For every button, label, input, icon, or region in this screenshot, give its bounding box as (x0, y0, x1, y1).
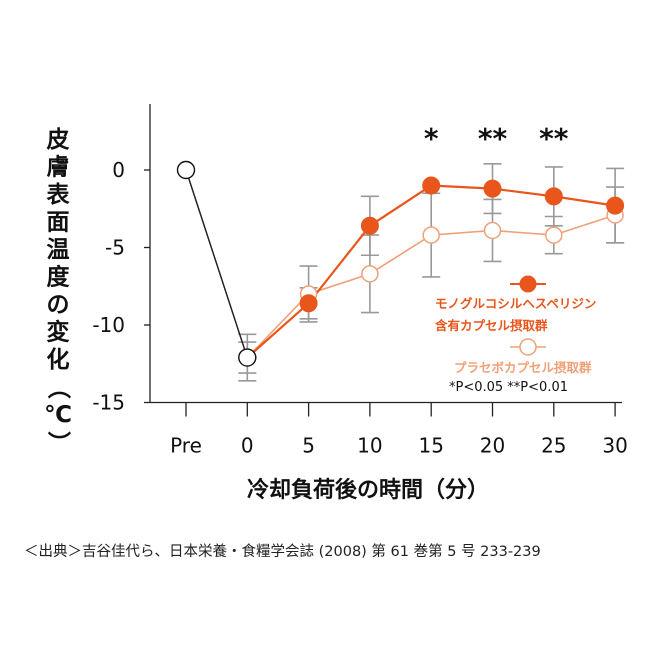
legend-marker-placebo (519, 338, 537, 356)
y-axis-title-char: 面 (47, 210, 70, 236)
legend-label-placebo: プラセボカプセル摂取群 (454, 360, 592, 375)
y-axis-title-char: ） (45, 431, 72, 454)
significance-star: ** (478, 122, 508, 155)
y-axis-title-char: 化 (47, 346, 70, 373)
data-point-placebo (361, 265, 379, 283)
y-axis-title-char: 皮 (47, 127, 70, 153)
y-axis-title-char: 温 (47, 237, 70, 263)
data-point-placebo (545, 226, 563, 244)
data-point-treatment (422, 176, 441, 195)
legend-marker-treatment (519, 275, 537, 293)
x-tick-label: 20 (480, 434, 505, 458)
x-tick-label: 0 (241, 434, 254, 458)
significance-note: *P<0.05 **P<0.01 (449, 380, 568, 395)
data-point-treatment (483, 179, 502, 198)
x-tick-label: 15 (418, 434, 443, 458)
data-point-treatment (544, 187, 563, 206)
x-tick-label: 25 (541, 434, 566, 458)
y-axis-title-char: 変 (47, 319, 70, 346)
x-tick-label: 30 (602, 434, 627, 458)
legend-label-treatment: 含有カプセル摂取群 (434, 318, 548, 333)
data-point-placebo (422, 226, 440, 244)
y-axis-title-char: 度 (47, 264, 71, 291)
y-tick-label: -10 (92, 313, 125, 337)
x-tick-label: 10 (357, 434, 382, 458)
x-tick-label: 5 (302, 434, 315, 458)
data-point-treatment (360, 216, 379, 235)
y-tick-label: -15 (92, 391, 125, 415)
axes (149, 104, 622, 404)
error-bars (238, 163, 625, 382)
legend-label-treatment: モノグルコシルヘスペリジン (435, 296, 596, 311)
y-tick-label: 0 (112, 158, 125, 182)
y-axis-title-char: 膚 (47, 155, 70, 181)
x-ticks: Pre 0 5 10 15 20 25 30 (170, 402, 628, 458)
data-point-shared (238, 348, 257, 367)
x-tick-label: Pre (170, 434, 202, 458)
data-point-treatment (606, 196, 625, 215)
x-axis-title: 冷却負荷後の時間（分） (247, 477, 489, 503)
data-point-treatment (299, 294, 318, 313)
y-ticks: 0 -5 -10 -15 (92, 158, 150, 415)
y-axis-title-char: （ (45, 376, 72, 399)
data-points (176, 160, 625, 367)
data-point-placebo (483, 221, 502, 240)
y-axis-title-char: 表 (47, 182, 71, 208)
series-line-baseline (185, 169, 248, 358)
y-axis-title-char: の (47, 292, 70, 318)
significance-star: ** (539, 122, 569, 155)
significance-star: * (424, 122, 439, 155)
y-axis-title-char: ℃ (44, 402, 72, 428)
data-point-shared (176, 160, 196, 180)
significance-markers: * ** ** (424, 122, 569, 155)
source-citation: ＜出典＞吉谷佳代ら、日本栄養・食糧学会誌 (2008) 第 61 巻第 5 号 … (24, 544, 541, 560)
y-tick-label: -5 (105, 236, 125, 260)
